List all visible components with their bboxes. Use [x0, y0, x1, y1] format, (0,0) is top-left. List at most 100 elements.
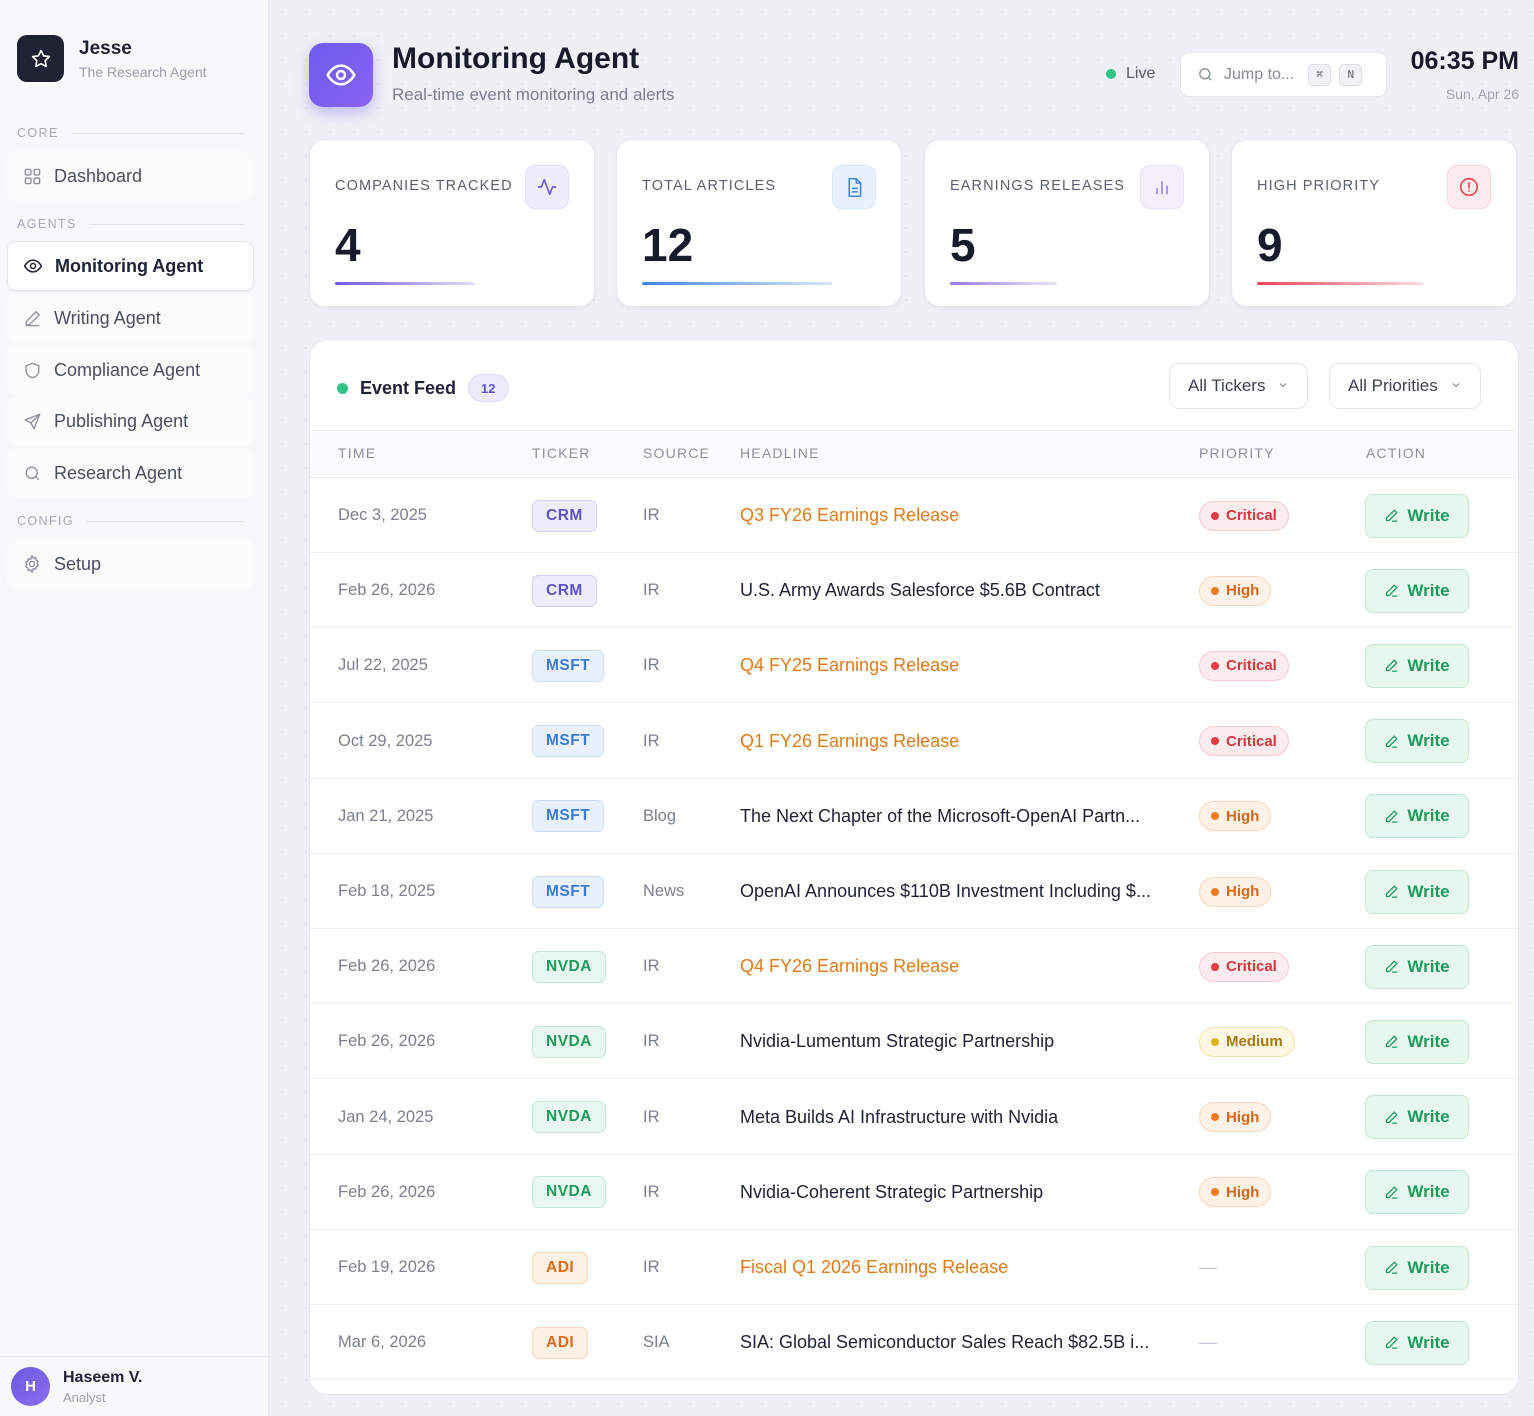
sidebar-item-writing[interactable]: Writing Agent — [7, 293, 254, 343]
write-button[interactable]: Write — [1365, 1320, 1469, 1365]
jump-to-search[interactable]: Jump to... ⌘ N — [1180, 52, 1387, 97]
ticker-badge[interactable]: ADI — [532, 1251, 589, 1284]
ticker-badge[interactable]: NVDA — [532, 1101, 606, 1134]
eye-icon — [23, 256, 43, 276]
document-icon — [832, 165, 876, 209]
priority-badge: Critical — [1199, 951, 1289, 982]
event-headline[interactable]: Q4 FY25 Earnings Release — [740, 655, 960, 676]
table-row[interactable]: Feb 19, 2026 ADI IR Fiscal Q1 2026 Earnings… — [310, 1230, 1518, 1305]
event-source: IR — [643, 1182, 660, 1201]
event-headline[interactable]: Nvidia-Coherent Strategic Partnership — [740, 1181, 1044, 1202]
stat-card-high-priority: HIGH PRIORITY 9 — [1231, 139, 1517, 307]
ticker-badge[interactable]: MSFT — [532, 725, 605, 758]
event-headline[interactable]: Fiscal Q1 2026 Earnings Release — [740, 1257, 1009, 1277]
section-label-core: CORE — [17, 126, 244, 140]
table-row[interactable]: Feb 26, 2026 NVDA IR Nvidia-Lumentum Strate… — [310, 1004, 1518, 1080]
write-button[interactable]: Write — [1365, 719, 1469, 764]
event-source: IR — [643, 731, 660, 750]
column-header-source[interactable]: SOURCE — [643, 445, 711, 461]
sidebar-item-label: Monitoring Agent — [55, 255, 204, 276]
priority-cell: Critical — [1199, 478, 1289, 553]
event-headline[interactable]: Q3 FY26 Earnings Release — [740, 505, 960, 525]
action-cell: Write — [1365, 779, 1469, 854]
search-placeholder: Jump to... — [1224, 65, 1295, 83]
event-headline[interactable]: The Next Chapter of the Microsoft-OpenAI… — [740, 805, 1141, 826]
event-source: IR — [643, 1258, 660, 1276]
table-row[interactable]: Oct 29, 2025 MSFT IR Q1 FY26 Earnings Relea… — [310, 704, 1518, 779]
ticker-badge[interactable]: CRM — [532, 574, 597, 607]
table-row[interactable]: Feb 18, 2025 MSFT News OpenAI Announces $11… — [310, 854, 1518, 929]
ticker-badge[interactable]: NVDA — [532, 950, 606, 983]
pen-icon — [1384, 1110, 1407, 1125]
stat-label: TOTAL ARTICLES — [642, 178, 777, 194]
write-button[interactable]: Write — [1365, 869, 1469, 914]
priority-cell: Critical — [1199, 628, 1289, 703]
write-button[interactable]: Write — [1365, 643, 1469, 688]
event-time: Jul 22, 2025 — [338, 656, 428, 675]
activity-icon — [525, 165, 569, 209]
event-source: IR — [643, 581, 660, 600]
write-button-label: Write — [1407, 1031, 1450, 1051]
sidebar-item-research[interactable]: Research Agent — [7, 448, 254, 498]
brand[interactable]: Jesse The Research Agent — [17, 35, 207, 82]
priority-dot-icon — [1211, 1037, 1219, 1046]
user-profile[interactable]: H Haseem V. Analyst — [0, 1356, 269, 1416]
shield-icon — [22, 360, 42, 380]
table-row[interactable]: Jan 21, 2025 MSFT Blog The Next Chapter of … — [310, 779, 1518, 854]
ticker-badge[interactable]: MSFT — [532, 875, 605, 908]
sidebar-item-compliance[interactable]: Compliance Agent — [7, 345, 254, 395]
event-headline[interactable]: Nvidia-Lumentum Strategic Partnership — [740, 1031, 1055, 1052]
write-button[interactable]: Write — [1365, 568, 1469, 613]
page-subtitle: Real-time event monitoring and alerts — [392, 85, 675, 104]
sidebar-item-publishing[interactable]: Publishing Agent — [7, 396, 254, 446]
ticker-badge[interactable]: MSFT — [532, 800, 605, 833]
event-time: Feb 26, 2026 — [338, 581, 436, 600]
write-button[interactable]: Write — [1365, 794, 1469, 839]
table-row[interactable]: Jan 24, 2025 NVDA IR Meta Builds AI Infrast… — [310, 1080, 1518, 1155]
event-headline[interactable]: U.S. Army Awards Salesforce $5.6B Contra… — [740, 580, 1100, 601]
send-icon — [22, 411, 42, 431]
event-headline[interactable]: Meta Builds AI Infrastructure with Nvidi… — [740, 1106, 1059, 1127]
sidebar: Jesse The Research Agent CORE Dashboard … — [0, 0, 269, 1416]
grid-icon — [22, 166, 42, 186]
pen-icon — [1384, 1260, 1407, 1275]
ticker-badge[interactable]: NVDA — [532, 1025, 606, 1058]
table-row[interactable]: Mar 6, 2026 ADI SIA SIA: Global Semiconduct… — [310, 1305, 1518, 1381]
event-headline[interactable]: OpenAI Announces $110B Investment Includ… — [740, 881, 1151, 901]
sidebar-item-dashboard[interactable]: Dashboard — [7, 151, 254, 201]
write-button[interactable]: Write — [1365, 1170, 1469, 1215]
table-row[interactable]: Dec 3, 2025 CRM IR Q3 FY26 Earnings Release… — [310, 478, 1518, 553]
action-cell: Write — [1365, 854, 1469, 929]
table-row[interactable]: Feb 26, 2026 NVDA IR Nvidia-Coherent Strate… — [310, 1155, 1518, 1230]
stat-progress-bar — [642, 282, 832, 285]
table-row[interactable]: Feb 26, 2026 NVDA IR Q4 FY26 Earnings Relea… — [310, 929, 1518, 1005]
event-headline[interactable]: SIA: Global Semiconductor Sales Reach $8… — [740, 1332, 1150, 1353]
event-headline[interactable]: Q1 FY26 Earnings Release — [740, 730, 960, 751]
write-button[interactable]: Write — [1365, 493, 1469, 538]
priority-filter-dropdown[interactable]: All Priorities — [1329, 363, 1481, 409]
write-button[interactable]: Write — [1365, 1245, 1469, 1290]
event-time: Jan 24, 2025 — [338, 1107, 434, 1126]
stat-progress-bar — [335, 282, 475, 285]
sidebar-item-monitoring[interactable]: Monitoring Agent — [7, 241, 254, 291]
table-row[interactable]: Jul 22, 2025 MSFT IR Q4 FY25 Earnings Relea… — [310, 628, 1518, 704]
write-button[interactable]: Write — [1365, 1019, 1469, 1064]
ticker-badge[interactable]: NVDA — [532, 1176, 606, 1209]
event-time: Mar 6, 2026 — [338, 1333, 427, 1352]
ticker-badge[interactable]: MSFT — [532, 649, 605, 682]
column-header-ticker[interactable]: TICKER — [532, 445, 591, 461]
column-header-headline[interactable]: HEADLINE — [740, 445, 820, 461]
ticker-filter-dropdown[interactable]: All Tickers — [1169, 363, 1309, 409]
column-header-time[interactable]: TIME — [338, 445, 377, 461]
sidebar-item-label: Publishing Agent — [54, 410, 189, 431]
priority-cell: — — [1199, 1305, 1217, 1380]
sidebar-item-setup[interactable]: Setup — [7, 539, 254, 589]
sidebar-item-label: Writing Agent — [54, 307, 161, 328]
write-button[interactable]: Write — [1365, 1095, 1469, 1140]
event-headline[interactable]: Q4 FY26 Earnings Release — [740, 956, 960, 977]
ticker-badge[interactable]: ADI — [532, 1326, 589, 1359]
write-button[interactable]: Write — [1365, 944, 1469, 989]
table-row[interactable]: Feb 26, 2026 CRM IR U.S. Army Awards Salesf… — [310, 553, 1518, 629]
column-header-priority[interactable]: PRIORITY — [1199, 445, 1275, 461]
ticker-badge[interactable]: CRM — [532, 499, 597, 532]
